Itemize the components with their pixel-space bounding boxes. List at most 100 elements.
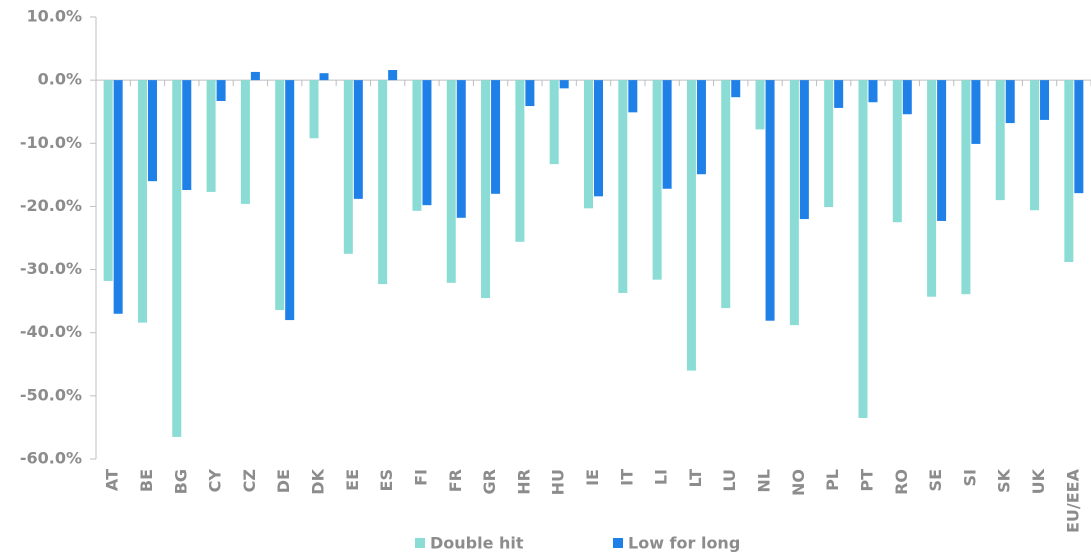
bar — [285, 80, 295, 321]
y-tick-label: -60.0% — [20, 449, 82, 468]
x-tick-label: UK — [1029, 468, 1048, 494]
bar — [731, 80, 741, 98]
bar — [971, 80, 981, 144]
bar — [628, 80, 638, 113]
x-tick-label: PL — [823, 469, 842, 491]
x-tick-label: LU — [720, 469, 739, 492]
bar — [137, 80, 147, 323]
bar — [515, 80, 525, 242]
y-tick-label: -50.0% — [20, 385, 82, 404]
bar — [662, 80, 672, 189]
y-tick-label: -30.0% — [20, 259, 82, 278]
bar — [618, 80, 628, 293]
x-tick-label: SE — [926, 469, 945, 491]
x-tick-label: SK — [995, 468, 1014, 493]
bar — [868, 80, 878, 103]
x-tick-label: AT — [103, 469, 122, 491]
bar — [388, 70, 398, 81]
bar — [1030, 80, 1040, 211]
bar — [789, 80, 799, 326]
bar — [103, 80, 113, 281]
x-tick-label: CZ — [240, 469, 259, 492]
bar — [1005, 80, 1015, 124]
bar — [927, 80, 937, 297]
x-tick-label: FI — [411, 469, 430, 486]
bar — [250, 71, 260, 81]
legend-label: Low for long — [628, 534, 740, 553]
x-tick-label: HU — [549, 469, 568, 495]
bar — [721, 80, 731, 309]
bar — [309, 80, 319, 139]
legend-label: Double hit — [430, 534, 524, 553]
x-tick-label: EE — [343, 469, 362, 491]
x-tick-label: BE — [137, 469, 156, 492]
bar — [549, 80, 559, 165]
bar — [1064, 80, 1074, 262]
bar — [412, 80, 422, 211]
bar — [858, 80, 868, 418]
bar — [319, 73, 329, 81]
bar — [892, 80, 902, 223]
bar — [456, 80, 466, 218]
bar — [765, 80, 775, 321]
bar — [1040, 80, 1050, 120]
bar — [240, 80, 250, 204]
x-tick-label: RO — [892, 469, 911, 495]
x-tick-label: DK — [309, 468, 328, 494]
bar — [834, 80, 844, 108]
x-tick-label: NL — [755, 469, 774, 493]
x-tick-label: IE — [583, 469, 602, 486]
x-tick-label: CY — [206, 469, 225, 493]
y-tick-label: 0.0% — [38, 70, 82, 89]
bar — [824, 80, 834, 208]
x-tick-label: LI — [652, 469, 671, 485]
x-tick-label: LT — [686, 469, 705, 488]
bar — [172, 80, 182, 437]
bar — [275, 80, 285, 310]
bar — [525, 80, 535, 107]
bar — [1074, 80, 1084, 194]
bar — [559, 80, 569, 89]
bar — [182, 80, 192, 191]
x-tick-label: HR — [514, 469, 533, 495]
x-tick-label: BG — [171, 469, 190, 494]
legend-swatch — [613, 538, 623, 548]
bar — [995, 80, 1005, 201]
x-tick-label: FR — [446, 469, 465, 492]
bar — [147, 80, 157, 182]
bar — [584, 80, 593, 209]
y-tick-label: -40.0% — [20, 322, 82, 341]
x-tick-label: GR — [480, 469, 499, 494]
bar — [343, 80, 353, 254]
bar — [696, 80, 706, 175]
y-tick-label: -20.0% — [20, 196, 82, 215]
bar — [961, 80, 971, 295]
x-tick-label: PT — [857, 469, 876, 492]
bar — [594, 80, 603, 197]
bar — [113, 80, 123, 314]
x-tick-label: EU/EEA — [1063, 468, 1082, 533]
bar — [353, 80, 363, 199]
bar — [491, 80, 501, 194]
bar — [422, 80, 432, 206]
y-tick-label: -10.0% — [20, 133, 82, 152]
bar — [902, 80, 912, 115]
legend-swatch — [415, 538, 425, 548]
y-tick-label: 10.0% — [26, 7, 82, 26]
x-tick-label: DE — [274, 469, 293, 493]
bar — [481, 80, 491, 298]
x-tick-label: NO — [789, 469, 808, 496]
bar — [799, 80, 809, 220]
x-tick-label: SI — [960, 469, 979, 486]
x-tick-label: ES — [377, 469, 396, 491]
x-tick-label: IT — [617, 469, 636, 486]
bar — [755, 80, 765, 130]
bar — [446, 80, 456, 283]
bar — [937, 80, 947, 221]
bar — [378, 80, 388, 285]
bar — [216, 80, 226, 101]
bar — [686, 80, 696, 371]
bar — [206, 80, 216, 192]
bar — [652, 80, 662, 280]
